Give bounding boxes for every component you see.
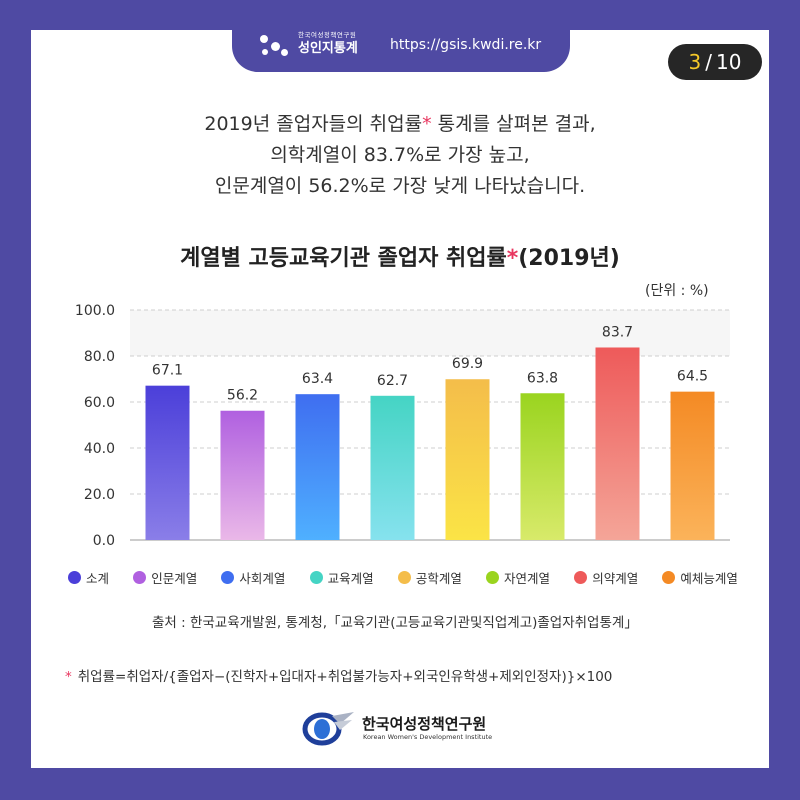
legend-label: 예체능계열 (680, 570, 738, 586)
chart-legend: 소계 인문계열 사회계열 교육계열 공학계열 자연계열 의약계열 예체능계열 (68, 566, 738, 588)
headline-part: * (422, 113, 432, 135)
legend-item: 인문계열 (133, 568, 197, 587)
legend-label: 소계 (86, 570, 110, 586)
bar-예체능계열 (670, 391, 715, 540)
chart-title-part: (2019년) (518, 246, 620, 271)
legend-swatch (133, 570, 147, 584)
y-tick-label: 80.0 (84, 349, 115, 365)
chart-title-part: * (506, 246, 519, 271)
y-tick-label: 40.0 (84, 441, 115, 457)
legend-item: 자연계열 (486, 568, 550, 587)
logo-name-en: Korean Women's Development Institute (363, 733, 493, 741)
bar-교육계열 (370, 395, 415, 540)
bar-value-label: 56.2 (227, 388, 258, 404)
legend-item: 의약계열 (574, 568, 638, 587)
headline: 2019년 졸업자들의 취업률* 통계를 살펴본 결과, 의학계열이 83.7%로… (0, 109, 800, 202)
bar-chart: 0.0 20.0 40.0 60.0 80.0 100.0 67.1 56.2 63.4 62.7… (75, 303, 730, 549)
headline-line: 의학계열이 83.7%로 가장 높고, (0, 140, 800, 171)
logo-name-ko: 한국여성정책연구원 (362, 715, 487, 733)
header-bar: 한국여성정책연구원 성인지통계 https://gsis.kwdi.re.kr (232, 22, 570, 72)
unit-label: (단위 : %) (645, 283, 709, 299)
bar-소계 (145, 385, 190, 540)
page-indicator: 3 / 10 (668, 44, 762, 80)
bar-공학계열 (445, 379, 490, 540)
bar-value-label: 62.7 (377, 373, 408, 389)
legend-swatch (309, 570, 323, 584)
legend-label: 공학계열 (415, 570, 462, 586)
org-name-small: 한국여성정책연구원 (298, 31, 357, 39)
footnote-star: * (65, 669, 72, 685)
legend-swatch (662, 570, 676, 584)
legend-swatch (68, 570, 81, 584)
bar-value-label: 63.8 (527, 370, 558, 386)
headline-line: 인문계열이 56.2%로 가장 낮게 나타났습니다. (0, 171, 800, 202)
page-total: 10 (716, 50, 742, 74)
bar-사회계열 (295, 394, 340, 540)
page-current: 3 (688, 50, 702, 74)
headline-part: 통계를 살펴본 결과, (431, 113, 596, 135)
legend-item: 사회계열 (221, 568, 285, 587)
bar-의약계열 (595, 347, 640, 540)
source-note: 출처 : 한국교육개발원, 통계청,「교육기관(고등교육기관및직업계고)졸업자취… (152, 615, 638, 631)
legend-item: 교육계열 (309, 568, 374, 587)
bar-value-label: 67.1 (152, 363, 183, 379)
bar-인문계열 (220, 410, 265, 540)
chart-title: 계열별 고등교육기관 졸업자 취업률*(2019년) (0, 240, 800, 272)
bar-value-label: 64.5 (677, 369, 708, 385)
brand-logo-icon (260, 33, 290, 59)
brand-text: 한국여성정책연구원 성인지통계 (298, 31, 358, 58)
chart-title-part: 계열별 고등교육기관 졸업자 취업률 (180, 246, 507, 271)
legend-swatch (574, 570, 588, 584)
kwdi-logo: 한국여성정책연구원 Korean Women's Development Ins… (300, 708, 540, 748)
y-tick-label: 20.0 (84, 487, 115, 503)
page-separator: / (705, 50, 713, 74)
legend-swatch (221, 570, 235, 584)
legend-label: 사회계열 (239, 570, 286, 586)
legend-swatch (397, 570, 411, 584)
legend-item: 공학계열 (397, 568, 462, 587)
headline-part: 인문계열이 56.2%로 가장 낮게 나타났습니다. (214, 175, 586, 197)
y-tick-label: 60.0 (84, 395, 115, 411)
legend-label: 자연계열 (504, 570, 551, 586)
brand-name: 성인지통계 (298, 41, 358, 56)
kwdi-emblem-icon (302, 712, 354, 746)
y-tick-label: 100.0 (75, 303, 115, 319)
legend-label: 교육계열 (327, 570, 374, 586)
bar-value-label: 69.9 (452, 356, 483, 372)
footnote: * 취업률=취업자/{졸업자−(진학자+입대자+취업불가능자+외국인유학생+제외인… (65, 665, 612, 685)
legend-label: 의약계열 (592, 570, 639, 586)
legend-label: 인문계열 (151, 570, 198, 586)
bar-자연계열 (520, 393, 565, 540)
legend-swatch (486, 570, 500, 584)
headline-part: 의학계열이 83.7%로 가장 높고, (270, 144, 530, 166)
legend-item: 예체능계열 (662, 568, 738, 587)
site-url-link[interactable]: https://gsis.kwdi.re.kr (390, 37, 542, 53)
y-tick-label: 0.0 (93, 533, 115, 549)
footnote-text: 취업률=취업자/{졸업자−(진학자+입대자+취업불가능자+외국인유학생+제외인정… (77, 669, 613, 685)
plot-band (130, 310, 730, 356)
headline-part: 2019년 졸업자들의 취업률 (204, 113, 423, 135)
legend-item: 소계 (68, 568, 109, 587)
bar-value-label: 83.7 (602, 324, 633, 340)
bar-value-label: 63.4 (302, 371, 333, 387)
headline-line: 2019년 졸업자들의 취업률* 통계를 살펴본 결과, (0, 109, 800, 140)
